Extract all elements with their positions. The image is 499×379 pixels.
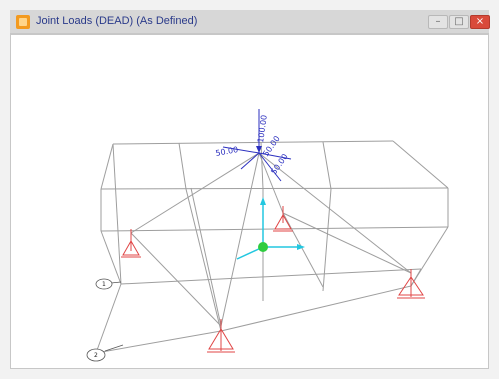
load-label-left: 50.00 xyxy=(215,145,239,158)
joint-label-upper: 1 xyxy=(102,281,106,288)
frame-member xyxy=(282,212,324,288)
frame-member xyxy=(120,268,422,285)
load-arrows xyxy=(222,109,292,182)
frame-member xyxy=(322,188,332,292)
window-title: Joint Loads (DEAD) (As Defined) xyxy=(36,15,198,27)
axis-z-arrowhead xyxy=(260,197,266,205)
support-left xyxy=(121,229,141,258)
axis-x-arrowhead xyxy=(297,244,305,250)
frame-member xyxy=(130,232,222,327)
origin-marker xyxy=(258,242,268,252)
frame-member xyxy=(260,141,264,190)
load-arrow-diagonal xyxy=(258,152,282,182)
frame-member xyxy=(130,152,260,234)
frame-member xyxy=(258,152,412,274)
close-button[interactable]: × xyxy=(470,15,490,29)
support-right xyxy=(397,269,425,299)
frame-member xyxy=(100,143,114,190)
load-label-vertical: 100.00 xyxy=(256,114,269,143)
frame-member xyxy=(112,140,394,145)
frame-member xyxy=(100,187,449,190)
support-triangle xyxy=(122,239,140,256)
frame-member xyxy=(220,152,260,327)
frame-member xyxy=(258,152,284,214)
frame-member xyxy=(190,187,222,327)
joint-bubble-upper[interactable]: 1 xyxy=(95,278,122,290)
frame-wireframe xyxy=(95,140,449,354)
joint-bubble-lower[interactable]: 2 xyxy=(86,344,124,362)
frame-member xyxy=(112,143,122,285)
load-arrow-right xyxy=(258,152,292,160)
load-arrow-front xyxy=(240,152,260,170)
frame-member xyxy=(100,230,122,285)
frame-member xyxy=(410,268,422,287)
load-arrow-left xyxy=(222,146,260,154)
support-triangle xyxy=(208,328,234,350)
3d-model-view[interactable]: 100.00 50.00 50.00 50.00 xyxy=(11,35,488,368)
joint-label-lower: 2 xyxy=(94,352,98,359)
frame-member xyxy=(185,188,222,332)
joint-bubble-shape xyxy=(86,348,106,362)
load-arrowhead xyxy=(256,146,262,153)
frame-member xyxy=(220,285,412,332)
support-triangle xyxy=(398,276,424,296)
app-icon xyxy=(16,15,30,29)
frame-member xyxy=(392,140,449,189)
joint-bubble-shape xyxy=(95,278,113,290)
frame-member xyxy=(178,142,187,190)
frame-member xyxy=(95,283,122,354)
support-center xyxy=(273,206,293,232)
minimize-button[interactable]: – xyxy=(428,15,448,29)
support-triangle xyxy=(274,213,292,230)
model-viewport[interactable]: 100.00 50.00 50.00 50.00 xyxy=(10,34,489,369)
frame-member xyxy=(282,212,412,274)
maximize-button[interactable]: □ xyxy=(449,15,469,29)
frame-member xyxy=(95,330,222,354)
support-front xyxy=(207,319,235,353)
frame-member xyxy=(322,141,332,190)
title-bar[interactable]: Joint Loads (DEAD) (As Defined) – □ × xyxy=(10,10,490,34)
